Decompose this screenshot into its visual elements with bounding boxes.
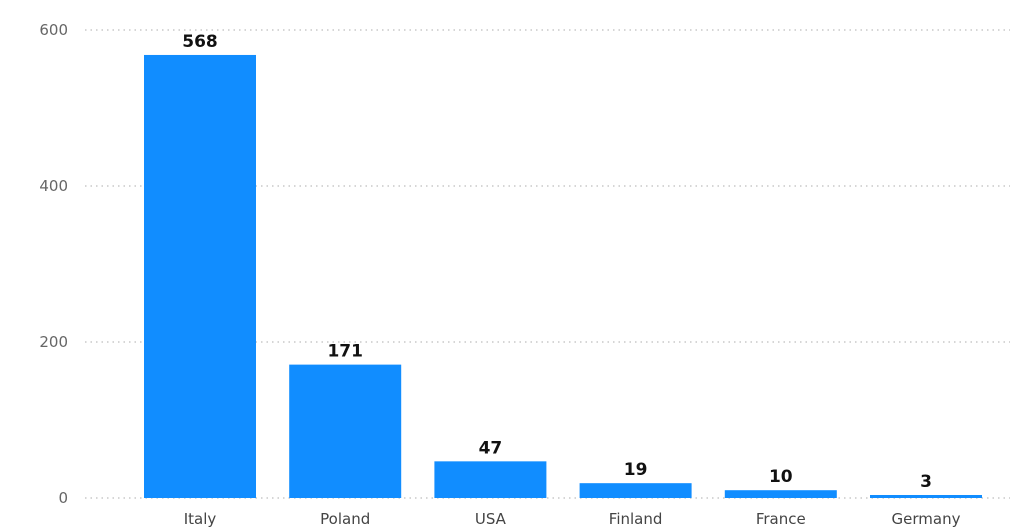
data-labels: 568 171 47 19 10 3 xyxy=(182,32,932,492)
data-label-usa: 47 xyxy=(479,438,503,458)
bar-germany[interactable] xyxy=(870,495,982,498)
bars xyxy=(144,54,982,499)
y-tick-label: 400 xyxy=(39,177,68,195)
bar-poland[interactable] xyxy=(289,364,402,498)
data-label-france: 10 xyxy=(769,467,793,487)
x-category-label: USA xyxy=(475,510,507,528)
x-category-label: Finland xyxy=(609,510,663,528)
x-axis-categories: Italy Poland USA Finland France Germany xyxy=(184,510,961,528)
x-category-label: Germany xyxy=(892,510,961,528)
data-label-italy: 568 xyxy=(182,32,218,52)
y-axis-ticks: 0 200 400 600 xyxy=(39,21,68,507)
bar-italy[interactable] xyxy=(144,54,256,499)
y-tick-label: 0 xyxy=(58,489,68,507)
x-category-label: France xyxy=(756,510,806,528)
data-label-poland: 171 xyxy=(327,342,363,362)
x-category-label: Italy xyxy=(184,510,217,528)
bar-finland[interactable] xyxy=(579,483,692,498)
bar-france[interactable] xyxy=(724,490,837,498)
bar-usa[interactable] xyxy=(434,461,547,498)
x-category-label: Poland xyxy=(320,510,370,528)
data-label-finland: 19 xyxy=(624,460,648,480)
y-tick-label: 600 xyxy=(39,21,68,39)
y-tick-label: 200 xyxy=(39,333,68,351)
data-label-germany: 3 xyxy=(920,472,932,492)
